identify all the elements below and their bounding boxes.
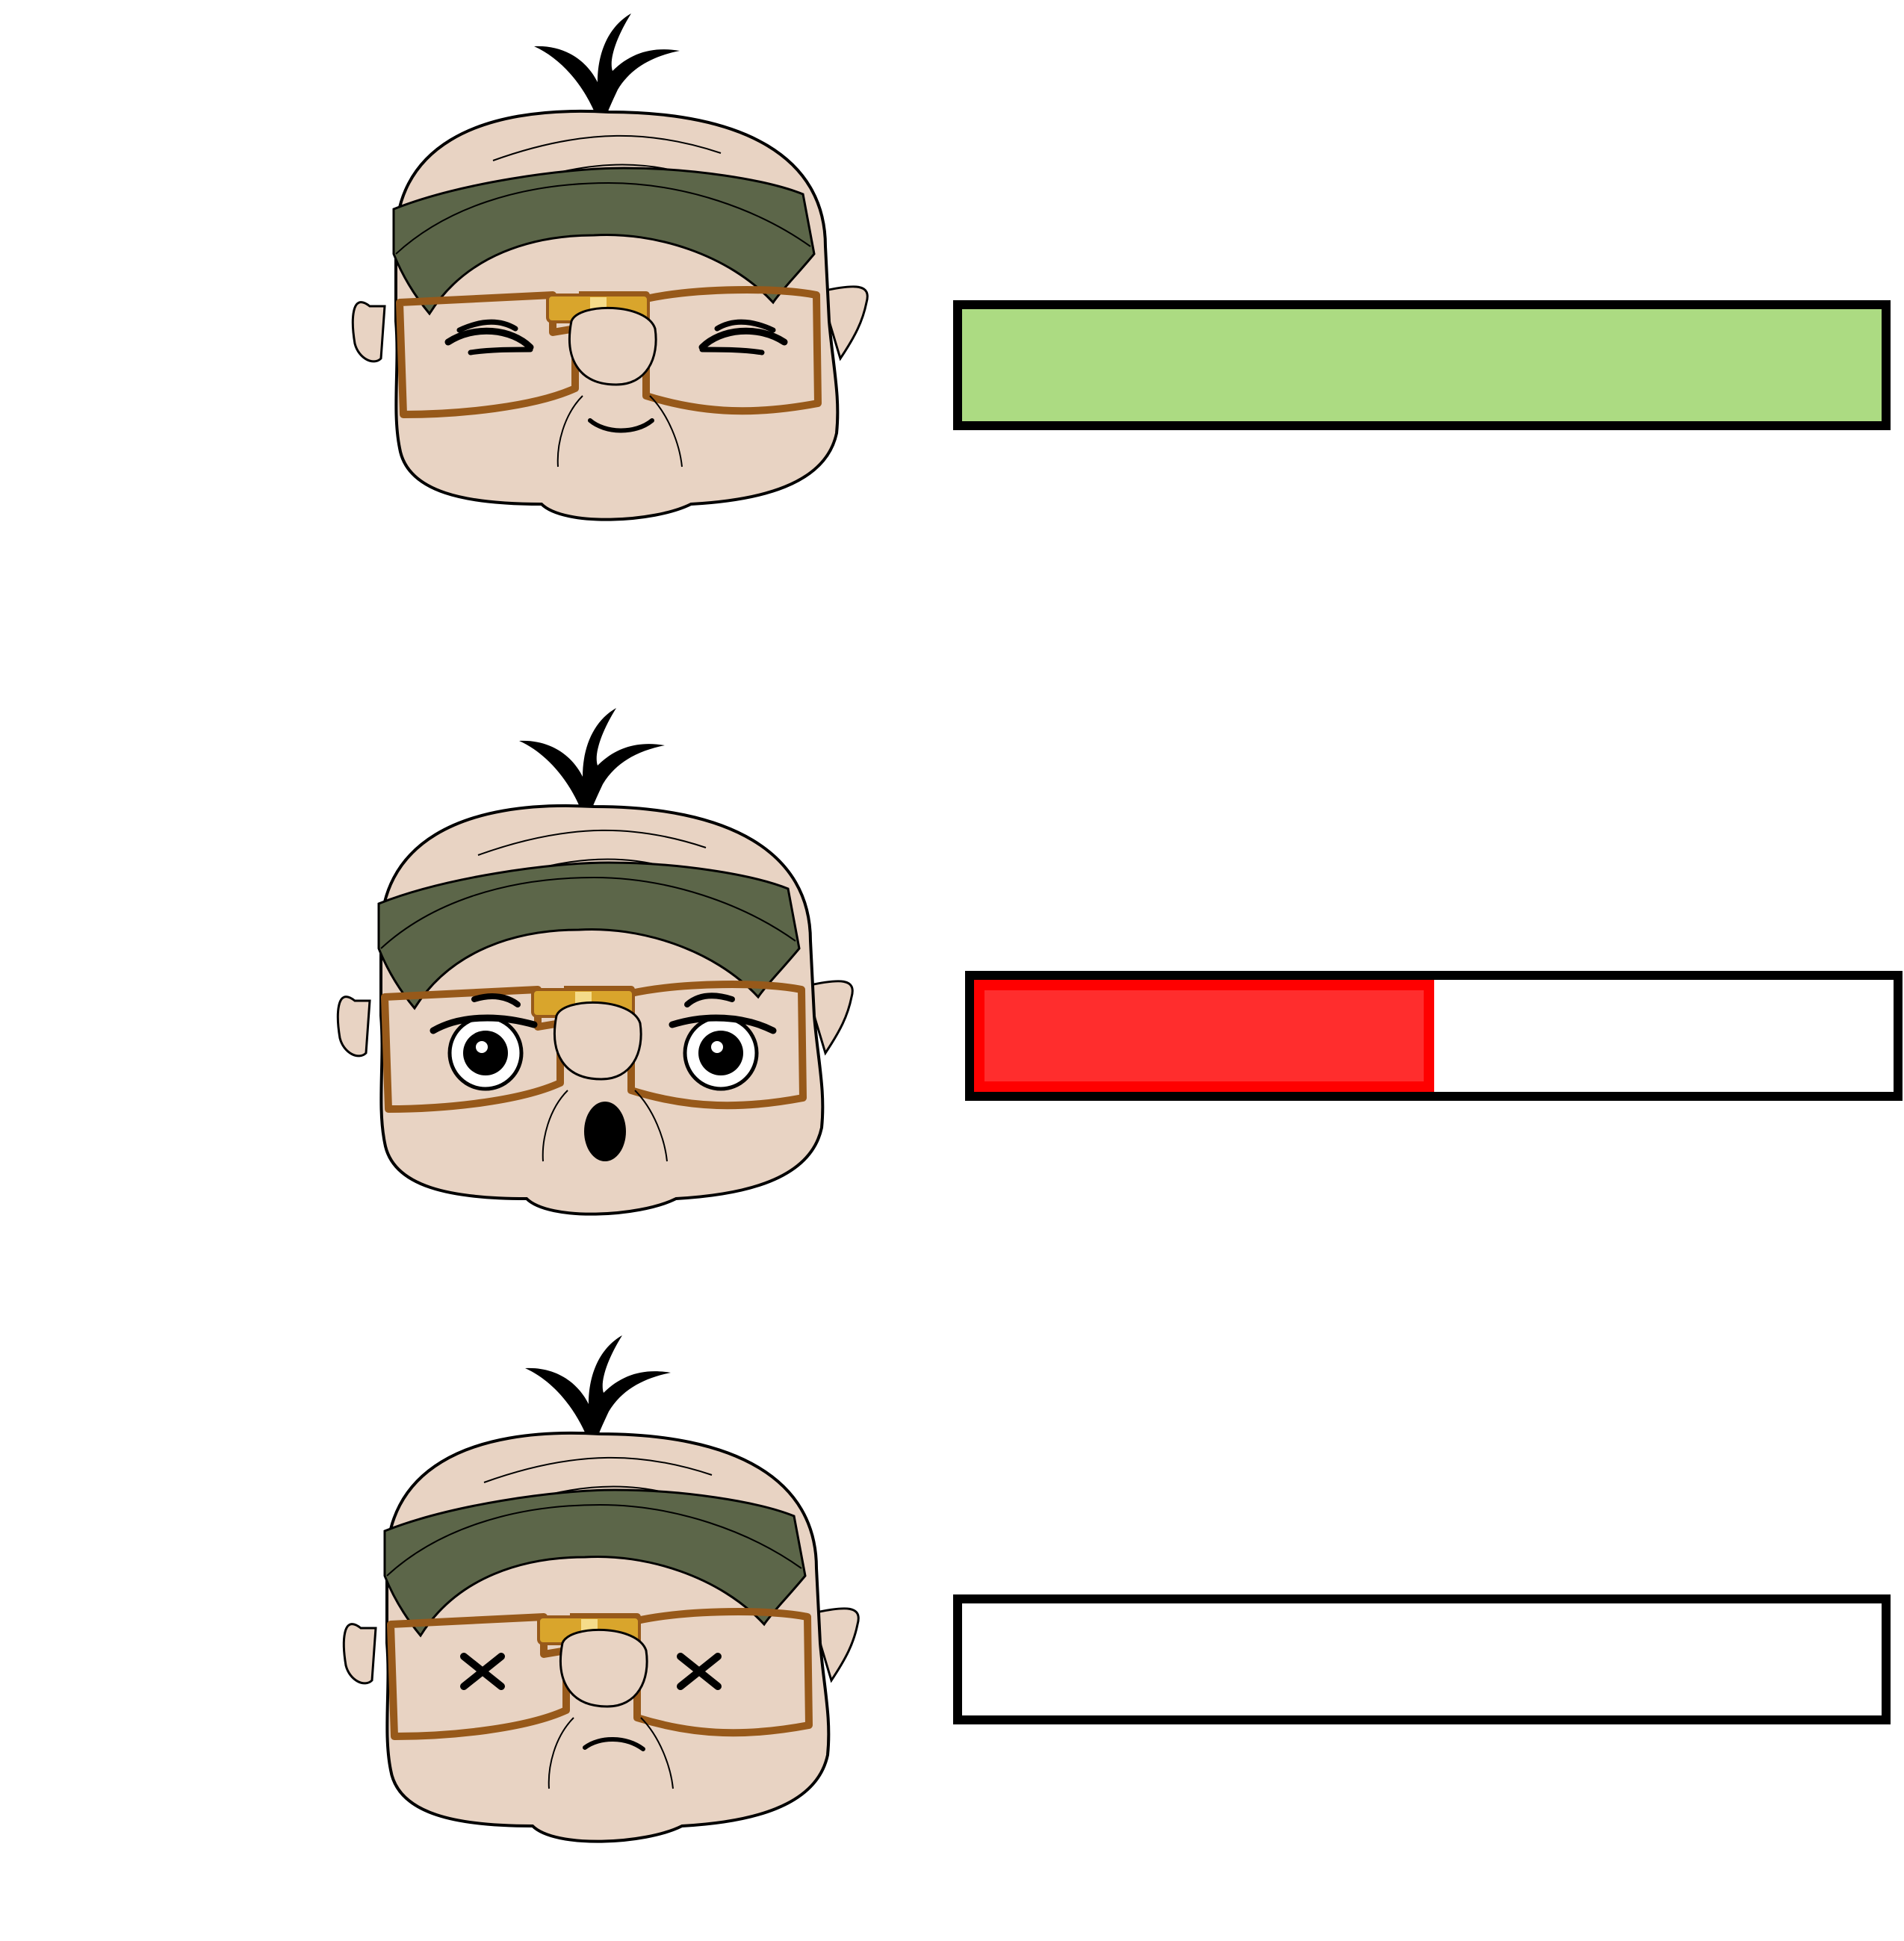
health-bar-fill (974, 980, 1434, 1092)
health-bar-full (953, 300, 1891, 430)
knocked-out-old-man-face-icon (331, 1329, 869, 1852)
health-row-empty (0, 1322, 1904, 1860)
health-bar-fill (962, 309, 1882, 421)
happy-old-man-face-icon (340, 7, 878, 530)
health-row-half (0, 695, 1904, 1232)
health-bar-half (965, 971, 1903, 1101)
health-bar-empty (953, 1594, 1891, 1724)
worried-old-man-face-icon (325, 702, 863, 1225)
health-row-full (0, 0, 1904, 538)
